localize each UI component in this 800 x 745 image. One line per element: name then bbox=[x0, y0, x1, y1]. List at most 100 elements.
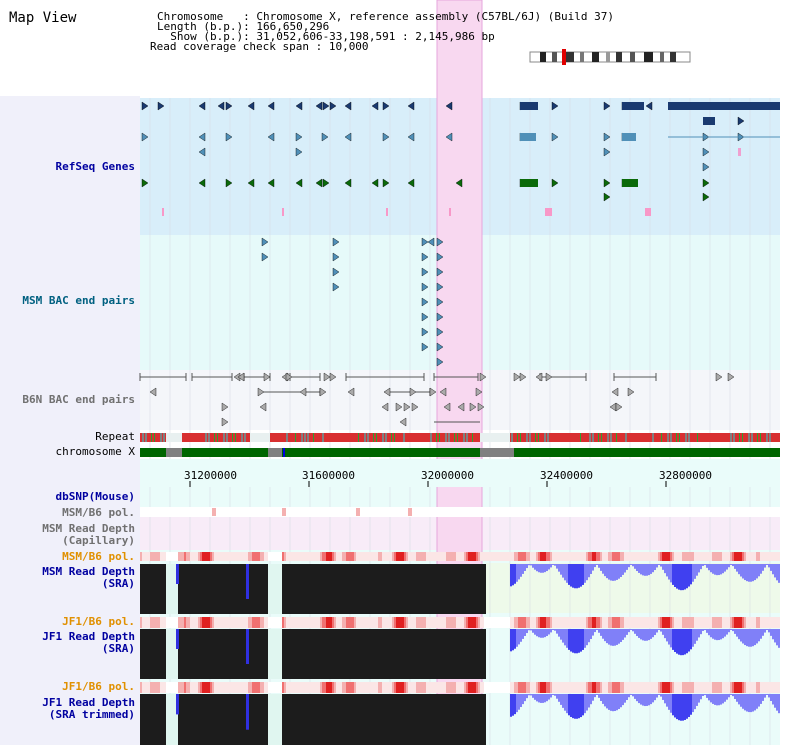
pol-bar bbox=[730, 552, 732, 561]
pol-bar bbox=[394, 617, 396, 628]
pol-bar bbox=[150, 617, 152, 628]
depth-bar bbox=[580, 694, 582, 718]
track-label-msm-b6-pol-2[interactable]: MSM/B6 pol. bbox=[62, 550, 135, 563]
depth-bar bbox=[602, 694, 604, 704]
depth-bar bbox=[724, 694, 726, 702]
pol-bar bbox=[284, 682, 286, 693]
track-label-b6n-bac[interactable]: B6N BAC end pairs bbox=[22, 393, 135, 406]
depth-bar bbox=[714, 629, 716, 640]
depth-bar bbox=[662, 629, 664, 635]
depth-bar bbox=[522, 564, 524, 574]
pol-bar bbox=[450, 682, 452, 693]
pol-bar bbox=[690, 682, 692, 693]
depth-bar bbox=[726, 564, 728, 570]
pol-bar bbox=[600, 682, 602, 693]
gene-arrow bbox=[198, 132, 206, 142]
pol-bar bbox=[550, 682, 552, 693]
depth-bar bbox=[756, 694, 758, 709]
depth-bar bbox=[612, 629, 614, 646]
depth-bar bbox=[638, 694, 640, 704]
pol-bar bbox=[474, 617, 476, 628]
gene-arrow bbox=[421, 342, 429, 352]
track-label-chromosome[interactable]: chromosome X bbox=[55, 445, 135, 458]
pol-bar bbox=[448, 552, 450, 561]
depth-bar bbox=[778, 694, 780, 714]
pol-bar bbox=[348, 682, 350, 693]
pol-bar bbox=[464, 682, 466, 693]
pol-bar bbox=[758, 617, 760, 628]
pol-bar bbox=[588, 552, 590, 561]
pol-bar bbox=[282, 617, 284, 628]
track-label-jf1-depth-sra-1[interactable]: JF1 Read Depth bbox=[42, 630, 135, 643]
depth-bar bbox=[566, 629, 568, 648]
pol-bar bbox=[256, 682, 258, 693]
pol-bar bbox=[400, 552, 402, 561]
depth-bar bbox=[602, 564, 604, 574]
track-label-refseq[interactable]: RefSeq Genes bbox=[55, 160, 135, 173]
depth-bar bbox=[640, 629, 642, 640]
depth-bar bbox=[762, 629, 764, 636]
depth-bar bbox=[684, 629, 686, 655]
depth-bar bbox=[538, 694, 540, 703]
pol-bar bbox=[352, 552, 354, 561]
pol-bar bbox=[616, 682, 618, 693]
pol-bar bbox=[548, 617, 550, 628]
track-label-msm-depth-cap-1[interactable]: MSM Read Depth bbox=[42, 522, 135, 535]
pol-bar bbox=[418, 617, 420, 628]
pol-bar bbox=[396, 682, 398, 693]
track-label-repeat[interactable]: Repeat bbox=[95, 430, 135, 443]
track-label-msm-depth-sra-1[interactable]: MSM Read Depth bbox=[42, 565, 135, 578]
pol-bar bbox=[514, 682, 516, 693]
track-label-dbsnp[interactable]: dbSNP(Mouse) bbox=[55, 490, 135, 503]
depth-bar bbox=[616, 694, 618, 711]
depth-bar bbox=[558, 694, 560, 702]
pol-bar bbox=[528, 682, 530, 693]
pol-bar bbox=[686, 682, 688, 693]
pol-bar bbox=[282, 508, 286, 516]
depth-bar bbox=[774, 629, 776, 643]
depth-bar bbox=[698, 694, 700, 703]
gene-exon-pink bbox=[645, 208, 651, 216]
depth-bar bbox=[618, 694, 620, 709]
depth-bar bbox=[744, 694, 746, 711]
axis-tick-label: 32400000 bbox=[540, 469, 593, 482]
gene-arrow bbox=[257, 387, 265, 397]
pol-bar bbox=[284, 552, 286, 561]
pol-bar bbox=[158, 552, 160, 561]
depth-bar bbox=[634, 694, 636, 699]
gene-arrow bbox=[225, 132, 233, 142]
depth-bar bbox=[720, 564, 722, 575]
depth-bar bbox=[698, 629, 700, 638]
depth-bar bbox=[712, 694, 714, 704]
pol-bar bbox=[402, 617, 404, 628]
track-label-jf1-b6-pol-2[interactable]: JF1/B6 pol. bbox=[62, 680, 135, 693]
track-label-jf1-b6-pol-1[interactable]: JF1/B6 pol. bbox=[62, 615, 135, 628]
depth-bar bbox=[706, 629, 708, 633]
gene-arrow bbox=[436, 312, 444, 322]
depth-bar bbox=[740, 564, 742, 577]
track-label-msm-bac[interactable]: MSM BAC end pairs bbox=[22, 294, 135, 307]
pol-bar bbox=[608, 682, 610, 693]
gene-arrow bbox=[603, 178, 611, 188]
ideogram-band bbox=[580, 52, 584, 62]
track-label-msm-b6-pol-1[interactable]: MSM/B6 pol. bbox=[62, 506, 135, 519]
depth-bar bbox=[718, 694, 720, 706]
gene-arrow bbox=[439, 387, 447, 397]
depth-bar bbox=[534, 564, 536, 570]
track-label-jf1-depth-trim-1[interactable]: JF1 Read Depth bbox=[42, 696, 135, 709]
pol-bar bbox=[424, 682, 426, 693]
pol-bar bbox=[736, 617, 738, 628]
msm-depth-sra-track bbox=[140, 564, 486, 614]
pol-bar bbox=[526, 617, 528, 628]
repeat-block bbox=[652, 433, 654, 442]
msm-depth-empty-region bbox=[486, 563, 780, 613]
pol-bar bbox=[474, 552, 476, 561]
pol-bar bbox=[690, 552, 692, 561]
depth-bar bbox=[576, 629, 578, 654]
depth-bar bbox=[604, 694, 606, 707]
depth-bar bbox=[512, 564, 514, 586]
span-label: Read coverage check span bbox=[150, 40, 309, 53]
depth-bar bbox=[552, 629, 554, 630]
